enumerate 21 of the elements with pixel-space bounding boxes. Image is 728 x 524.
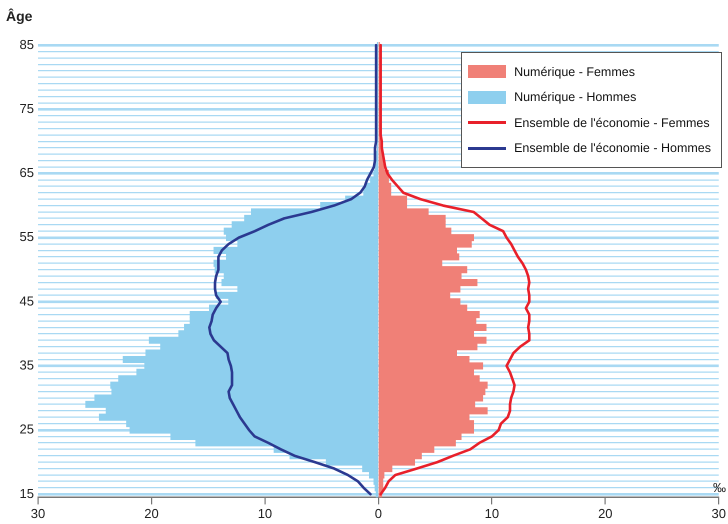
legend-label: Ensemble de l'économie - Hommes (514, 141, 711, 156)
y-axis-title: Âge (6, 8, 32, 24)
x-tick-label: 10 (484, 506, 500, 521)
legend-label: Numérique - Femmes (514, 64, 635, 79)
legend-label: Numérique - Hommes (514, 90, 636, 104)
x-tick-label: 30 (712, 506, 726, 521)
legend-label: Ensemble de l'économie - Femmes (514, 116, 710, 130)
y-tick-label: 65 (20, 165, 34, 180)
y-tick-label: 55 (20, 229, 34, 244)
x-tick-label: 20 (144, 506, 159, 521)
x-tick-label: 30 (30, 506, 46, 521)
y-tick-label: 75 (20, 100, 34, 116)
y-tick-label: 45 (20, 293, 34, 308)
x-axis-title: ‰ (713, 480, 726, 495)
x-tick-label: 0 (374, 506, 382, 521)
y-tick-label: 15 (20, 486, 34, 501)
x-tick-label: 20 (598, 506, 613, 521)
x-tick-label: 10 (258, 506, 272, 521)
y-tick-label: 85 (20, 36, 34, 52)
y-tick-label: 25 (20, 422, 34, 437)
y-tick-label: 35 (20, 357, 34, 372)
